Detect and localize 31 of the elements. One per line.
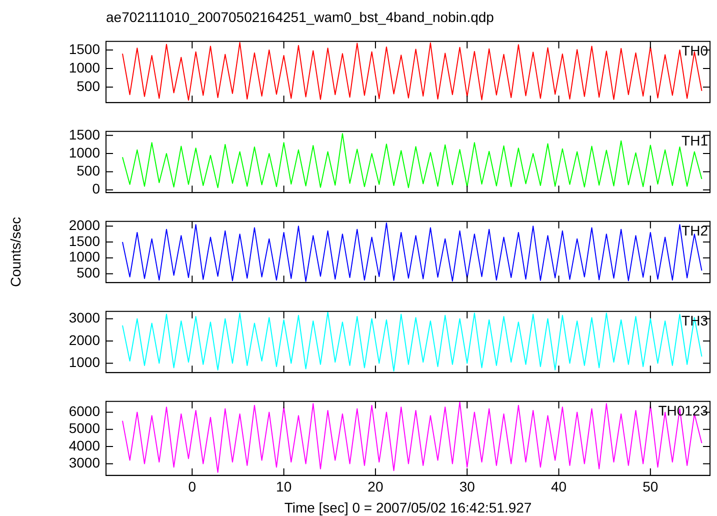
y-tick-label: 1500 bbox=[68, 40, 100, 57]
x-axis-title: Time [sec] 0 = 2007/05/02 16:42:51.927 bbox=[284, 499, 532, 516]
y-tick-label: 500 bbox=[76, 162, 100, 179]
x-tick-label: 10 bbox=[276, 478, 292, 495]
y-tick-label: 1000 bbox=[68, 144, 100, 160]
x-tick-label: 50 bbox=[642, 478, 658, 495]
x-tick-label: 40 bbox=[550, 478, 567, 495]
y-tick-label: 5000 bbox=[68, 420, 100, 436]
x-tick-label: 30 bbox=[459, 478, 476, 495]
y-tick-label: 1000 bbox=[68, 354, 100, 370]
y-tick-label: 2000 bbox=[68, 332, 100, 348]
y-tick-label: 500 bbox=[76, 264, 100, 281]
series-label: TH1 bbox=[682, 132, 708, 148]
y-tick-label: 2000 bbox=[68, 217, 100, 234]
y-tick-label: 3000 bbox=[68, 454, 100, 471]
series-label: TH0123 bbox=[658, 402, 708, 418]
y-tick-label: 500 bbox=[76, 78, 100, 94]
y-tick-label: 0 bbox=[92, 180, 100, 197]
x-tick-label: 0 bbox=[188, 478, 196, 495]
series-label: TH2 bbox=[682, 222, 708, 238]
y-tick-label: 3000 bbox=[68, 310, 100, 326]
x-tick-label: 20 bbox=[368, 478, 384, 495]
y-tick-label: 1500 bbox=[68, 232, 100, 249]
y-tick-label: 4000 bbox=[68, 437, 100, 454]
y-tick-label: 1500 bbox=[68, 126, 100, 142]
y-axis-title: Counts/sec bbox=[7, 216, 24, 288]
y-tick-label: 1000 bbox=[68, 248, 100, 265]
series-label: TH0 bbox=[682, 42, 708, 58]
y-tick-label: 6000 bbox=[68, 403, 100, 420]
chart-title: ae702111010_20070502164251_wam0_bst_4band_nobin.qdp bbox=[105, 8, 495, 27]
y-tick-label: 1000 bbox=[68, 59, 100, 76]
